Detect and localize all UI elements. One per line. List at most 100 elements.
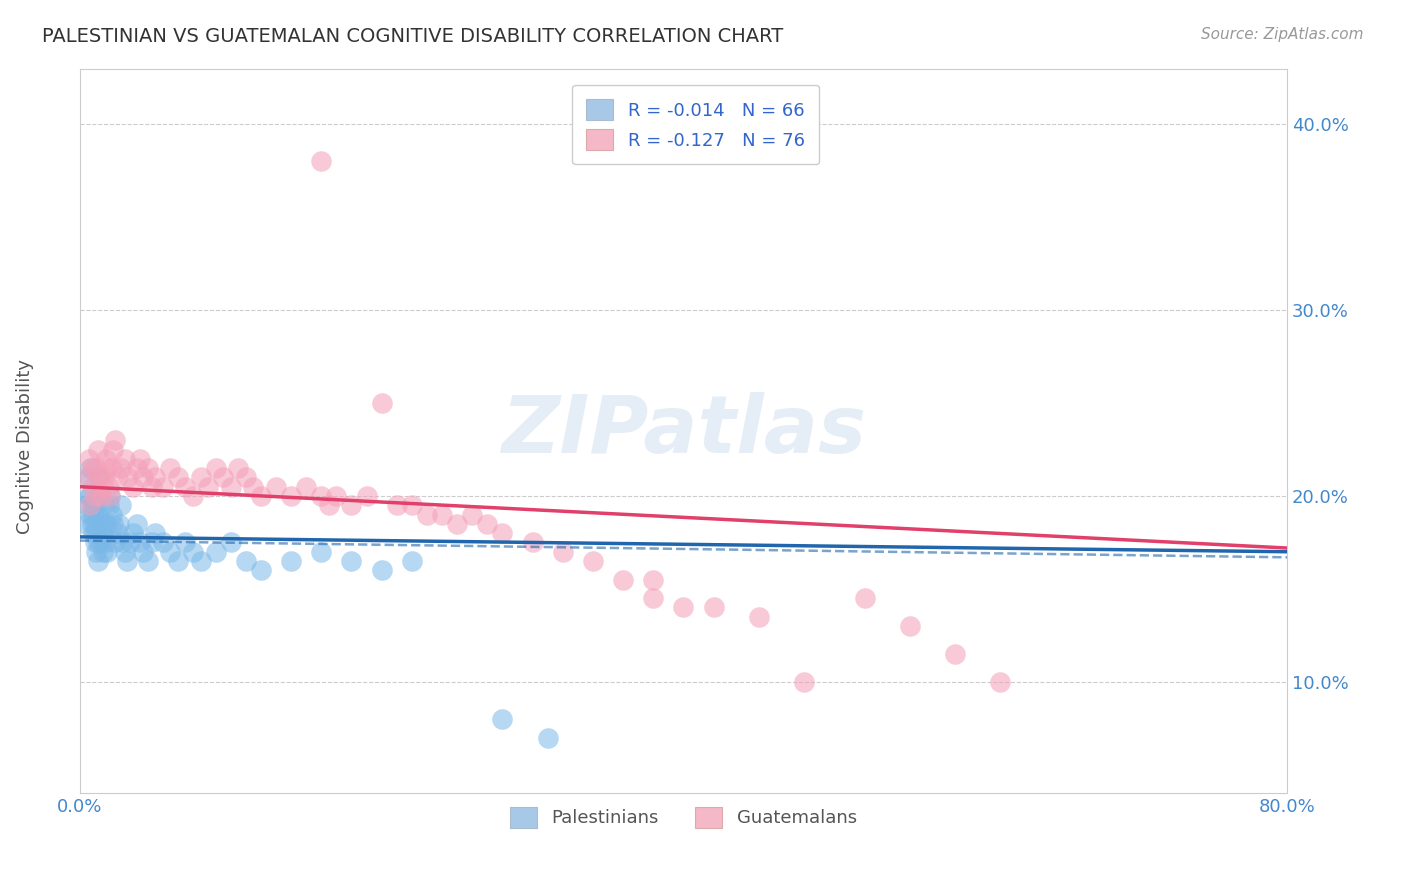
Point xyxy=(174,480,197,494)
Point xyxy=(98,489,121,503)
Point xyxy=(295,480,318,494)
Point xyxy=(111,535,134,549)
Point xyxy=(190,554,212,568)
Point xyxy=(79,498,101,512)
Point xyxy=(898,619,921,633)
Point xyxy=(318,498,340,512)
Text: Cognitive Disability: Cognitive Disability xyxy=(17,359,34,533)
Point xyxy=(537,731,560,745)
Point xyxy=(87,442,110,457)
Point xyxy=(181,489,204,503)
Point xyxy=(190,470,212,484)
Point xyxy=(181,545,204,559)
Point xyxy=(416,508,439,522)
Point xyxy=(129,535,152,549)
Point xyxy=(79,489,101,503)
Point xyxy=(107,470,129,484)
Point xyxy=(152,535,174,549)
Point xyxy=(643,591,665,606)
Point xyxy=(87,554,110,568)
Point xyxy=(103,535,125,549)
Point xyxy=(127,461,149,475)
Point xyxy=(235,554,257,568)
Point xyxy=(141,535,163,549)
Point xyxy=(370,396,392,410)
Point xyxy=(264,480,287,494)
Point xyxy=(491,712,513,726)
Point xyxy=(79,461,101,475)
Point xyxy=(793,674,815,689)
Point xyxy=(311,154,333,169)
Point xyxy=(89,489,111,503)
Point xyxy=(100,508,122,522)
Text: PALESTINIAN VS GUATEMALAN COGNITIVE DISABILITY CORRELATION CHART: PALESTINIAN VS GUATEMALAN COGNITIVE DISA… xyxy=(42,27,783,45)
Point xyxy=(582,554,605,568)
Point xyxy=(93,498,115,512)
Point xyxy=(98,489,121,503)
Point xyxy=(127,516,149,531)
Point xyxy=(77,470,100,484)
Point xyxy=(90,516,112,531)
Point xyxy=(82,508,104,522)
Point xyxy=(93,470,115,484)
Point xyxy=(174,535,197,549)
Point xyxy=(477,516,499,531)
Point xyxy=(80,461,103,475)
Point xyxy=(84,535,107,549)
Point xyxy=(643,573,665,587)
Point xyxy=(91,545,114,559)
Point xyxy=(136,554,159,568)
Point xyxy=(77,489,100,503)
Point xyxy=(132,545,155,559)
Point xyxy=(80,498,103,512)
Point xyxy=(118,535,141,549)
Point xyxy=(77,451,100,466)
Point xyxy=(551,545,574,559)
Point xyxy=(121,526,143,541)
Point xyxy=(943,647,966,661)
Point xyxy=(75,516,97,531)
Point xyxy=(87,508,110,522)
Point xyxy=(79,508,101,522)
Point xyxy=(143,470,166,484)
Point xyxy=(96,461,118,475)
Point xyxy=(446,516,468,531)
Point xyxy=(84,489,107,503)
Point xyxy=(110,498,132,512)
Point xyxy=(242,480,264,494)
Point xyxy=(703,600,725,615)
Point xyxy=(96,516,118,531)
Point xyxy=(82,480,104,494)
Point xyxy=(522,535,544,549)
Point xyxy=(159,461,181,475)
Point xyxy=(90,535,112,549)
Point xyxy=(167,554,190,568)
Point xyxy=(250,563,273,577)
Point xyxy=(108,516,131,531)
Point xyxy=(491,526,513,541)
Text: Source: ZipAtlas.com: Source: ZipAtlas.com xyxy=(1201,27,1364,42)
Point xyxy=(235,470,257,484)
Point xyxy=(401,498,423,512)
Point xyxy=(86,461,108,475)
Point xyxy=(204,545,226,559)
Point xyxy=(101,442,124,457)
Point xyxy=(80,516,103,531)
Point xyxy=(197,480,219,494)
Point xyxy=(401,554,423,568)
Point xyxy=(114,451,136,466)
Point xyxy=(219,480,242,494)
Point xyxy=(86,526,108,541)
Point xyxy=(167,470,190,484)
Point xyxy=(385,498,408,512)
Point xyxy=(143,526,166,541)
Point xyxy=(87,535,110,549)
Point xyxy=(84,498,107,512)
Point xyxy=(325,489,347,503)
Point xyxy=(311,545,333,559)
Point xyxy=(141,480,163,494)
Point xyxy=(96,545,118,559)
Point xyxy=(672,600,695,615)
Point xyxy=(159,545,181,559)
Point xyxy=(114,545,136,559)
